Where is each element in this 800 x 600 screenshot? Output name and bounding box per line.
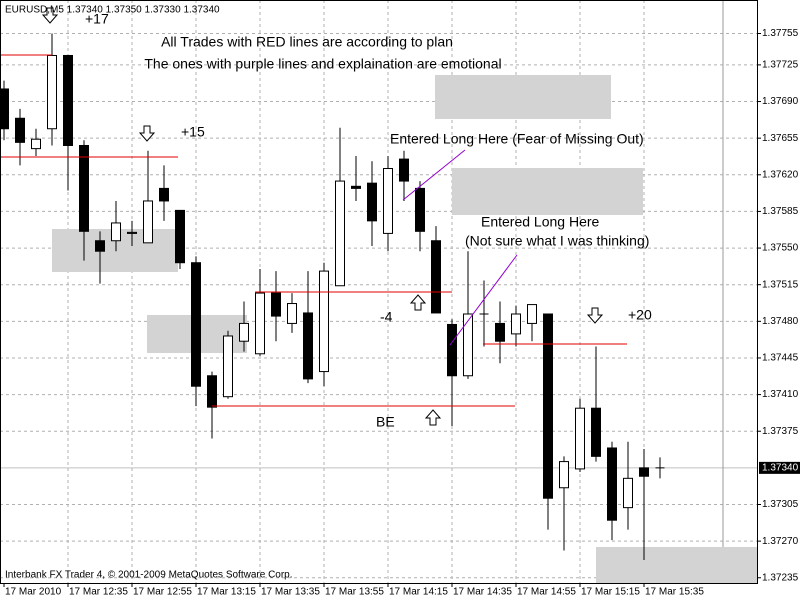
sell-arrow xyxy=(41,7,59,24)
candle-body xyxy=(303,312,313,380)
y-tick-label: 1.37235 xyxy=(762,572,799,583)
candle-body xyxy=(287,303,297,324)
emotional-lines xyxy=(402,149,518,346)
y-tick-label: 1.37655 xyxy=(762,133,799,144)
annotations: +17 All Trades with RED lines are accord… xyxy=(85,11,652,430)
y-tick-label: 1.37515 xyxy=(762,279,799,290)
chart-header: EURUSD,M5 1.37340 1.37350 1.37330 1.3734… xyxy=(5,5,220,16)
candle-body xyxy=(207,375,217,408)
x-tick-label: 17 Mar 15:15 xyxy=(581,587,640,598)
last-price-label: 1.37340 xyxy=(762,463,799,474)
candles xyxy=(0,33,665,560)
candle-body xyxy=(0,88,9,130)
candle-body xyxy=(335,180,345,287)
candle-body xyxy=(319,270,329,373)
candle-body xyxy=(95,240,105,252)
y-tick-label: 1.37725 xyxy=(762,60,799,71)
candle-body xyxy=(255,292,265,355)
candle-body xyxy=(607,447,617,521)
x-tick-label: 17 Mar 14:55 xyxy=(517,587,576,598)
candle-body xyxy=(159,187,169,202)
candle-body xyxy=(431,240,441,314)
candle-body xyxy=(63,54,73,146)
x-tick-label: 17 Mar 15:35 xyxy=(645,587,704,598)
candle-body xyxy=(351,185,361,189)
candle-body xyxy=(463,313,473,377)
x-tick-label: 17 Mar 13:35 xyxy=(261,587,320,598)
annotation: +17 xyxy=(85,11,109,27)
zone xyxy=(452,168,643,215)
y-tick-label: 1.37305 xyxy=(762,499,799,510)
candle-body xyxy=(639,467,649,477)
y-tick-label: 1.37550 xyxy=(762,243,799,254)
candle-body xyxy=(559,461,569,489)
annotation: (Not sure what I was thinking) xyxy=(465,233,649,249)
y-tick-label: 1.37480 xyxy=(762,316,799,327)
zone xyxy=(435,75,611,119)
candle-body xyxy=(575,407,585,470)
candle-body xyxy=(47,54,57,130)
candle-body xyxy=(591,407,601,457)
candle-body xyxy=(271,292,281,317)
candle-body xyxy=(383,168,393,234)
x-tick-label: 17 Mar 13:55 xyxy=(325,587,384,598)
candle-body xyxy=(31,138,41,150)
annotation: +20 xyxy=(628,307,652,323)
annotation: Entered Long Here xyxy=(481,214,600,230)
y-tick-label: 1.37585 xyxy=(762,206,799,217)
y-tick-label: 1.37755 xyxy=(762,28,799,39)
arrows xyxy=(41,7,604,426)
candle-body xyxy=(527,304,537,324)
annotation: The ones with purple lines and explainat… xyxy=(144,56,501,72)
y-tick-label: 1.37375 xyxy=(762,426,799,437)
candle-body xyxy=(623,477,633,509)
annotation: BE xyxy=(376,414,395,430)
y-tick-label: 1.37270 xyxy=(762,536,799,547)
annotation: +15 xyxy=(181,124,205,140)
candle-body xyxy=(415,187,425,232)
candle-body xyxy=(511,313,521,335)
copyright: Interbank FX Trader 4, © 2001-2009 MetaQ… xyxy=(5,570,293,581)
axes: 1.37755 1.37725 1.37690 1.37655 1.37620 1.375… xyxy=(3,28,800,598)
last-price-box xyxy=(759,461,800,474)
sell-arrow xyxy=(586,307,604,324)
candle-body xyxy=(191,262,201,387)
annotation: Entered Long Here (Fear of Missing Out) xyxy=(390,131,644,147)
candle-body xyxy=(127,231,137,234)
zone xyxy=(596,547,757,583)
x-tick-label: 17 Mar 14:35 xyxy=(453,587,512,598)
y-tick-label: 1.37445 xyxy=(762,353,799,364)
buy-arrow xyxy=(409,294,427,311)
y-tick-label: 1.37620 xyxy=(762,169,799,180)
candle-body xyxy=(175,209,185,264)
candle-body xyxy=(543,313,553,499)
x-tick-label: 17 Mar 14:15 xyxy=(389,587,448,598)
candle-body xyxy=(367,182,377,222)
candle-body xyxy=(79,144,89,232)
candle-body xyxy=(15,117,25,143)
x-tick-label: 17 Mar 13:15 xyxy=(197,587,256,598)
purple-line xyxy=(449,254,518,346)
plot-frame xyxy=(0,0,758,584)
y-tick-label: 1.37690 xyxy=(762,96,799,107)
x-tick-label: 17 Mar 2010 xyxy=(5,587,62,598)
buy-arrow xyxy=(424,409,442,426)
x-tick-label: 17 Mar 12:55 xyxy=(133,587,192,598)
candle-body xyxy=(239,322,249,342)
purple-line xyxy=(402,149,466,201)
candle-body xyxy=(223,335,233,398)
candle-body xyxy=(399,158,409,182)
x-tick-label: 17 Mar 12:35 xyxy=(69,587,128,598)
candle-body xyxy=(495,322,505,342)
candle-body xyxy=(447,323,457,377)
candle-body xyxy=(143,200,153,244)
annotation: All Trades with RED lines are according … xyxy=(161,34,453,50)
annotation: -4 xyxy=(380,309,393,325)
sell-arrow xyxy=(138,125,156,142)
trade-lines xyxy=(0,54,627,407)
y-tick-label: 1.37410 xyxy=(762,389,799,400)
candle-body xyxy=(111,222,121,242)
